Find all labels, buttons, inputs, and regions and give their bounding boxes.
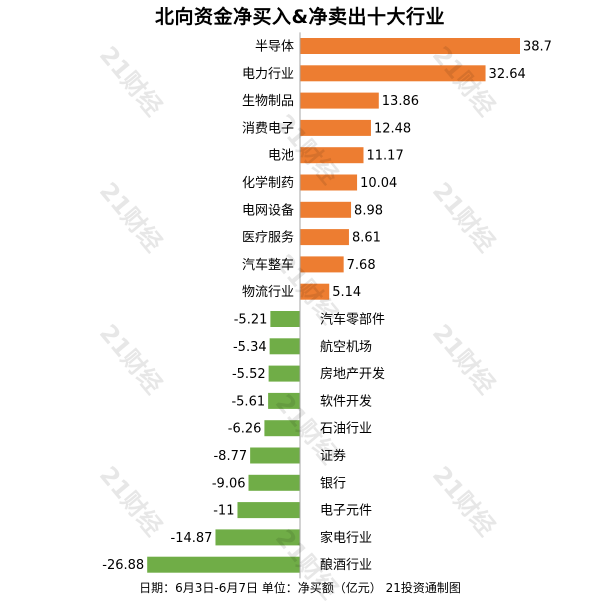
data-label: -6.26 [228,422,262,437]
data-label: 5.14 [332,285,361,300]
data-label: -8.77 [213,449,247,464]
bar [300,38,520,54]
bar [237,502,300,519]
data-label: -11 [213,504,234,519]
category-label: 软件开发 [320,393,372,409]
bar [248,474,300,491]
data-label: 38.7 [523,40,552,55]
bar [300,92,379,109]
category-label: 生物制品 [242,94,294,109]
category-label: 半导体 [255,40,294,55]
category-label: 电子元件 [320,504,372,519]
bar [300,201,352,218]
category-label: 银行 [320,476,346,491]
bar [268,392,300,409]
bar [300,229,349,246]
bar [268,365,300,382]
data-label: -5.34 [233,340,267,355]
data-label: -14.87 [171,531,213,546]
data-label: -5.61 [231,394,265,409]
category-label: 医疗服务 [242,230,294,246]
bar [300,256,344,273]
category-label: 消费电子 [242,121,294,136]
bar [300,174,358,191]
data-label: 8.61 [352,231,381,246]
category-label: 电池 [268,149,294,164]
category-label: 酿酒行业 [320,557,372,573]
data-label: 7.68 [347,258,376,273]
data-label: 12.48 [374,121,411,136]
chart-footer: 日期：6月3日-6月7日 单位：净买额（亿元） 21投资通制图 [139,581,461,595]
category-label: 石油行业 [320,422,372,437]
bar [300,65,486,82]
data-label: 32.64 [489,67,526,82]
category-label: 房地产开发 [320,366,385,382]
bar [215,529,300,546]
data-label: 8.98 [354,203,383,218]
data-label: 13.86 [382,94,419,109]
category-label: 汽车整车 [242,257,294,273]
data-label: -9.06 [212,476,246,491]
bar [250,447,300,464]
category-label: 汽车零部件 [320,312,385,328]
category-label: 化学制药 [242,175,294,191]
bar [300,147,364,164]
category-label: 家电行业 [320,530,372,546]
bar [147,556,300,573]
chart-title: 北向资金净买入&净卖出十大行业 [154,6,446,28]
bar [269,338,300,355]
bar [270,311,300,327]
category-label: 电力行业 [242,67,294,82]
data-label: 11.17 [367,149,404,164]
data-label: -5.21 [234,313,268,328]
bar [300,283,330,300]
category-label: 航空机场 [320,339,372,355]
category-label: 证券 [320,448,346,464]
category-label: 电网设备 [242,202,294,218]
data-label: 10.04 [360,176,397,191]
data-label: -5.52 [232,367,266,382]
bar [300,119,371,136]
category-label: 物流行业 [242,285,294,300]
bar [264,420,300,437]
data-label: -26.88 [102,558,144,573]
